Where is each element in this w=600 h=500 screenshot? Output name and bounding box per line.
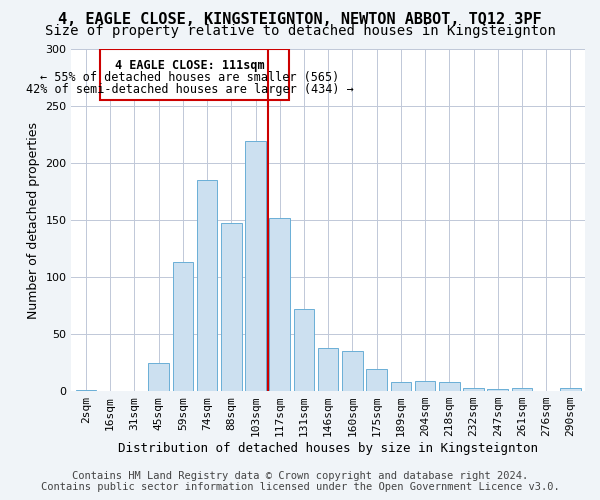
Bar xyxy=(318,348,338,391)
Bar xyxy=(560,388,581,391)
Bar xyxy=(293,309,314,391)
Text: 42% of semi-detached houses are larger (434) →: 42% of semi-detached houses are larger (… xyxy=(26,83,354,96)
Bar xyxy=(342,351,363,391)
Text: 4, EAGLE CLOSE, KINGSTEIGNTON, NEWTON ABBOT, TQ12 3PF: 4, EAGLE CLOSE, KINGSTEIGNTON, NEWTON AB… xyxy=(58,12,542,28)
Bar xyxy=(76,390,96,391)
Bar xyxy=(245,142,266,391)
Text: 4 EAGLE CLOSE: 111sqm: 4 EAGLE CLOSE: 111sqm xyxy=(115,60,265,72)
Bar xyxy=(367,370,387,391)
Text: Contains HM Land Registry data © Crown copyright and database right 2024.
Contai: Contains HM Land Registry data © Crown c… xyxy=(41,471,559,492)
Bar xyxy=(391,382,411,391)
Bar xyxy=(148,362,169,391)
X-axis label: Distribution of detached houses by size in Kingsteignton: Distribution of detached houses by size … xyxy=(118,442,538,455)
Bar xyxy=(487,389,508,391)
Bar xyxy=(512,388,532,391)
Bar xyxy=(197,180,217,391)
Bar xyxy=(463,388,484,391)
Bar xyxy=(439,382,460,391)
Bar xyxy=(269,218,290,391)
Bar xyxy=(173,262,193,391)
Text: ← 55% of detached houses are smaller (565): ← 55% of detached houses are smaller (56… xyxy=(40,70,340,84)
Bar xyxy=(221,224,242,391)
Bar xyxy=(415,381,436,391)
FancyBboxPatch shape xyxy=(100,49,289,100)
Text: Size of property relative to detached houses in Kingsteignton: Size of property relative to detached ho… xyxy=(44,24,556,38)
Y-axis label: Number of detached properties: Number of detached properties xyxy=(27,122,40,318)
